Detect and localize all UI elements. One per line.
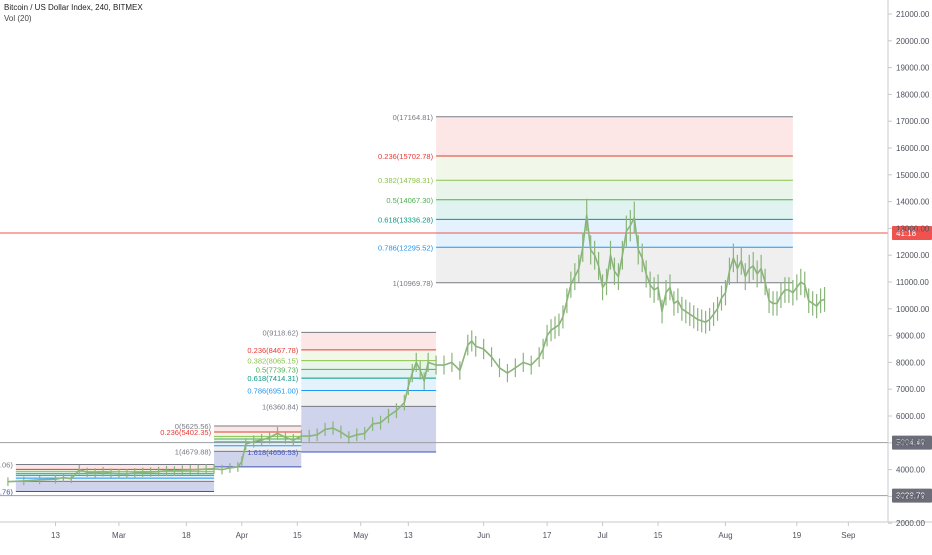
fib-level-label-1-6: 1(6360.84) — [262, 402, 299, 411]
x-tick-label-5: May — [353, 531, 368, 540]
y-tick-label-8: 13000.00 — [896, 224, 930, 233]
y-tick-label-14: 7000.00 — [896, 385, 925, 394]
fib-level-label-0-3: 0.5(14067.30) — [386, 196, 433, 205]
fib-level-label-1-7: 1.618(4656.53) — [247, 448, 298, 457]
x-tick-label-8: 17 — [543, 531, 552, 540]
fib-level-label-2-1: 0.236(5402.35) — [160, 428, 211, 437]
x-tick-label-6: 13 — [404, 531, 413, 540]
fib-retracement-0[interactable]: 0(17164.81) 0.236(15702.78) 0.382(14798.31… — [378, 113, 793, 288]
y-tick-label-17: 4000.00 — [896, 466, 925, 475]
fib-zone-3-5 — [15, 478, 215, 482]
x-tick-label-7: Jun — [477, 531, 490, 540]
fib-zone-2-5 — [214, 445, 302, 452]
x-tick-label-1: Mar — [112, 531, 126, 540]
fib-level-label-1-0: 0(9118.62) — [263, 328, 299, 337]
y-tick-label-4: 17000.00 — [896, 117, 930, 126]
fib-zone-3-4 — [15, 475, 215, 479]
y-tick-label-6: 15000.00 — [896, 171, 930, 180]
fib-zone-3-6 — [15, 481, 215, 492]
fib-level-label-0-0: 0(17164.81) — [393, 113, 434, 122]
fib-level-label-1-5: 0.786(6951.00) — [247, 387, 298, 396]
fib-zone-0-2 — [436, 180, 793, 200]
x-tick-label-3: Apr — [236, 531, 249, 540]
fib-level-label-3-7: 1.618(3181.76) — [0, 488, 13, 497]
x-tick-label-0: 13 — [51, 531, 60, 540]
x-tick-label-11: Aug — [718, 531, 732, 540]
y-tick-label-3: 18000.00 — [896, 90, 930, 99]
y-tick-label-15: 6000.00 — [896, 412, 925, 421]
y-tick-label-11: 10000.00 — [896, 305, 930, 314]
x-tick-label-12: 19 — [792, 531, 801, 540]
x-tick-label-10: 15 — [654, 531, 663, 540]
y-tick-label-16: 5000.00 — [896, 439, 925, 448]
fib-zone-0-1 — [436, 155, 793, 181]
fib-level-label-0-4: 0.618(13336.28) — [378, 215, 434, 224]
price-line — [7, 214, 825, 483]
y-tick-label-12: 9000.00 — [896, 332, 925, 341]
fib-zone-2-0 — [214, 426, 302, 433]
fib-level-label-2-6: 1(4679.88) — [175, 447, 212, 456]
price-tag-2: 3028.79 — [896, 492, 925, 501]
y-tick-label-19: 2000.00 — [896, 519, 925, 528]
fib-level-label-0-1: 0.236(15702.78) — [378, 152, 434, 161]
volume-indicator-label[interactable]: Vol (20) — [4, 14, 32, 23]
fib-level-label-0-2: 0.382(14798.31) — [378, 176, 434, 185]
y-tick-label-18: 3000.00 — [896, 492, 925, 501]
fib-zone-1-1 — [301, 349, 437, 361]
x-tick-label-2: 18 — [182, 531, 191, 540]
fib-level-label-0-6: 1(10969.78) — [393, 279, 434, 288]
x-tick-label-4: 15 — [293, 531, 302, 540]
fib-level-label-1-1: 0.236(8467.78) — [247, 346, 298, 355]
fib-zone-1-4 — [301, 378, 437, 391]
fib-level-label-1-3: 0.5(7739.73) — [256, 365, 299, 374]
fib-zone-2-1 — [214, 432, 302, 437]
x-tick-label-13: Sep — [841, 531, 856, 540]
fib-zone-1-0 — [301, 332, 437, 350]
fib-zone-3-2 — [15, 471, 215, 474]
price-tag-1: 5004.49 — [896, 439, 925, 448]
fib-retracement-2[interactable]: 0(5625.56)0.236(5402.35) 1(4679.88) — [160, 422, 302, 468]
y-tick-label-13: 8000.00 — [896, 358, 925, 367]
fib-level-label-0-5: 0.786(12295.52) — [378, 243, 434, 252]
fib-zone-1-5 — [301, 390, 437, 407]
fib-zone-2-2 — [214, 436, 302, 440]
fib-zone-1-2 — [301, 360, 437, 370]
y-tick-label-2: 19000.00 — [896, 64, 930, 73]
fib-zone-1-3 — [301, 369, 437, 379]
fib-level-label-2-0: 0(5625.56) — [175, 422, 212, 431]
y-tick-label-0: 21000.00 — [896, 10, 930, 19]
fib-level-label-1-4: 0.618(7414.31) — [247, 374, 298, 383]
y-tick-label-9: 12000.00 — [896, 251, 930, 260]
fib-retracement-1[interactable]: 0(9118.62)0.236(8467.78)0.382(8065.15)0.… — [247, 328, 437, 457]
axes-layer: 21000.00 20000.00 19000.00 18000.00 17000.00… — [0, 0, 932, 540]
fib-zone-0-3 — [436, 199, 793, 220]
y-tick-label-10: 11000.00 — [896, 278, 929, 287]
x-tick-label-9: Jul — [597, 531, 607, 540]
price-tag-bg-2 — [892, 488, 932, 503]
y-tick-label-7: 14000.00 — [896, 198, 930, 207]
fib-zone-2-6 — [214, 451, 302, 467]
price-tag-bg-1 — [892, 435, 932, 450]
price-tag-bg-0 — [892, 225, 932, 240]
y-tick-label-5: 16000.00 — [896, 144, 930, 153]
fib-zone-3-1 — [15, 469, 215, 472]
horizontal-lines-layer[interactable]: 41:18 5004.49 3028.79 — [0, 225, 932, 503]
fib-zone-3-0 — [15, 464, 215, 470]
fib-retracement-3[interactable]: 0(4190.06) 1.618(3181.76) — [0, 461, 215, 497]
fib-zone-3-3 — [15, 473, 215, 476]
fib-level-label-3-0: 0(4190.06) — [0, 461, 13, 470]
price-series-layer — [7, 198, 826, 486]
fib-zone-0-0 — [436, 116, 793, 156]
fib-level-label-1-2: 0.382(8065.15) — [247, 357, 298, 366]
fib-zone-2-4 — [214, 441, 302, 446]
y-tick-label-1: 20000.00 — [896, 37, 930, 46]
price-tag-0: 41:18 — [896, 229, 917, 238]
chart-title: Bitcoin / US Dollar Index, 240, BITMEX — [4, 3, 143, 12]
